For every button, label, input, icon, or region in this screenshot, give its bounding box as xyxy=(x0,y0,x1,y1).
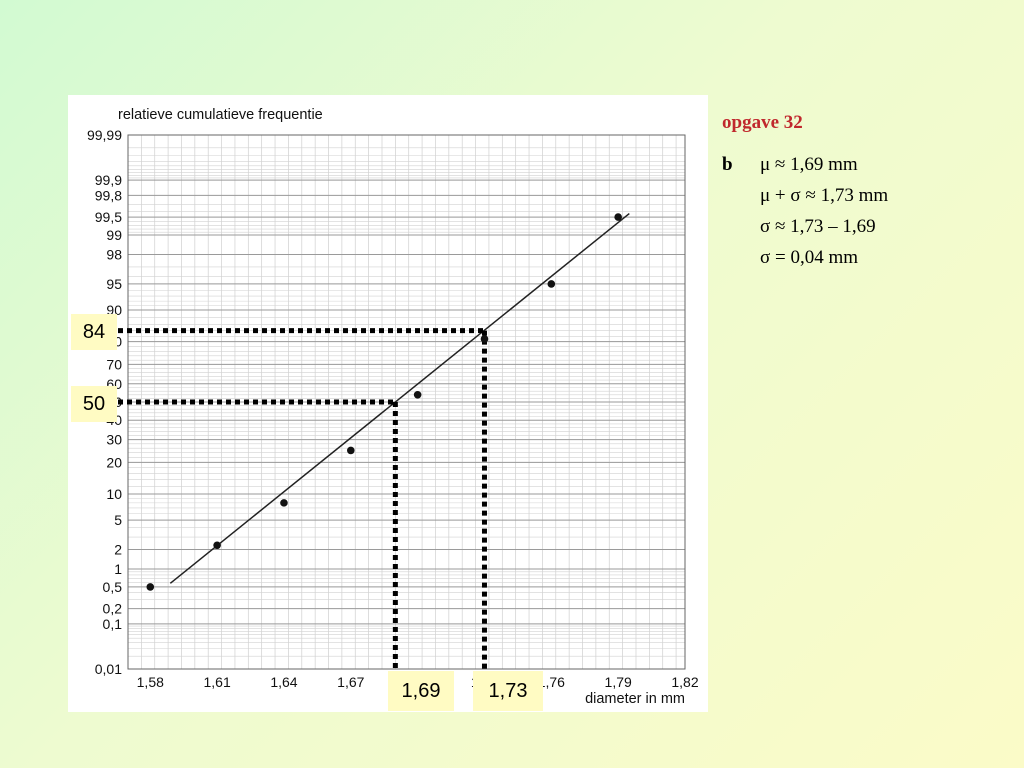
y-tick-label: 99,8 xyxy=(95,187,122,203)
data-point xyxy=(213,541,221,550)
reference-lines xyxy=(118,328,487,674)
data-point xyxy=(413,390,422,399)
solution-text: σ ≈ 1,73 – 1,69 xyxy=(760,215,876,237)
data-point xyxy=(146,583,155,591)
solution-line: σ ≈ 1,73 – 1,69 xyxy=(722,211,1012,242)
y-tick-label: 95 xyxy=(106,276,122,292)
solution-notes: opgave 32 b μ ≈ 1,69 mm μ + σ ≈ 1,73 mm … xyxy=(722,112,1012,273)
solution-line: σ = 0,04 mm xyxy=(722,242,1012,273)
solution-line: b μ ≈ 1,69 mm xyxy=(722,149,1012,180)
y-tick-label: 20 xyxy=(106,454,122,470)
x-tick-label: 1,82 xyxy=(671,674,698,690)
data-point xyxy=(547,280,556,288)
x-tick-labels: 1,581,611,641,671,701,731,761,791,82 xyxy=(137,674,699,690)
x-tick-label: 1,76 xyxy=(538,674,565,690)
y-tick-label: 1 xyxy=(114,561,122,577)
y-tick-label: 99,99 xyxy=(87,127,122,143)
fit-line-group xyxy=(169,212,630,584)
probability-chart: 99,9999,999,899,599989590807060504030201… xyxy=(87,107,699,707)
x-tick-label: 1,61 xyxy=(203,674,230,690)
y-tick-label: 99 xyxy=(106,227,122,243)
y-tick-label: 98 xyxy=(106,247,122,263)
marker-label-50: 50 xyxy=(71,386,117,422)
data-points xyxy=(146,213,622,591)
y-tick-label: 99,9 xyxy=(95,172,122,188)
solution-text: μ + σ ≈ 1,73 mm xyxy=(760,184,889,206)
y-tick-label: 0,1 xyxy=(103,616,123,632)
part-label: b xyxy=(722,153,733,175)
marker-label-84: 84 xyxy=(71,314,117,350)
y-tick-label: 2 xyxy=(114,541,122,557)
x-tick-label: 1,64 xyxy=(270,674,297,690)
x-tick-label: 1,67 xyxy=(337,674,364,690)
data-point xyxy=(280,499,288,507)
y-tick-label: 0,2 xyxy=(103,601,123,617)
data-point xyxy=(614,213,622,221)
solution-text: μ ≈ 1,69 mm xyxy=(760,153,858,175)
marker-label-1-73: 1,73 xyxy=(473,671,543,711)
y-tick-label: 0,01 xyxy=(95,661,122,677)
marker-label-1-69: 1,69 xyxy=(388,671,454,711)
y-tick-label: 10 xyxy=(106,486,122,502)
y-tick-label: 30 xyxy=(106,432,122,448)
chart-title: relatieve cumulatieve frequentie xyxy=(118,107,323,123)
y-tick-label: 90 xyxy=(106,302,122,318)
y-tick-label: 70 xyxy=(106,356,122,372)
y-tick-labels: 99,9999,999,899,599989590807060504030201… xyxy=(87,127,122,677)
y-tick-label: 0,5 xyxy=(103,579,123,595)
data-point xyxy=(480,335,489,343)
probability-chart-panel: 99,9999,999,899,599989590807060504030201… xyxy=(68,95,708,712)
x-axis-label: diameter in mm xyxy=(585,691,685,707)
y-tick-label: 5 xyxy=(114,512,122,528)
exercise-heading: opgave 32 xyxy=(722,112,803,133)
solution-line: μ + σ ≈ 1,73 mm xyxy=(722,180,1012,211)
fit-line xyxy=(169,212,630,584)
x-tick-label: 1,79 xyxy=(605,674,632,690)
chart-grid xyxy=(127,134,685,670)
data-point xyxy=(347,446,355,455)
x-tick-label: 1,58 xyxy=(137,674,164,690)
y-tick-label: 99,5 xyxy=(95,209,122,225)
solution-text: σ = 0,04 mm xyxy=(760,246,859,268)
